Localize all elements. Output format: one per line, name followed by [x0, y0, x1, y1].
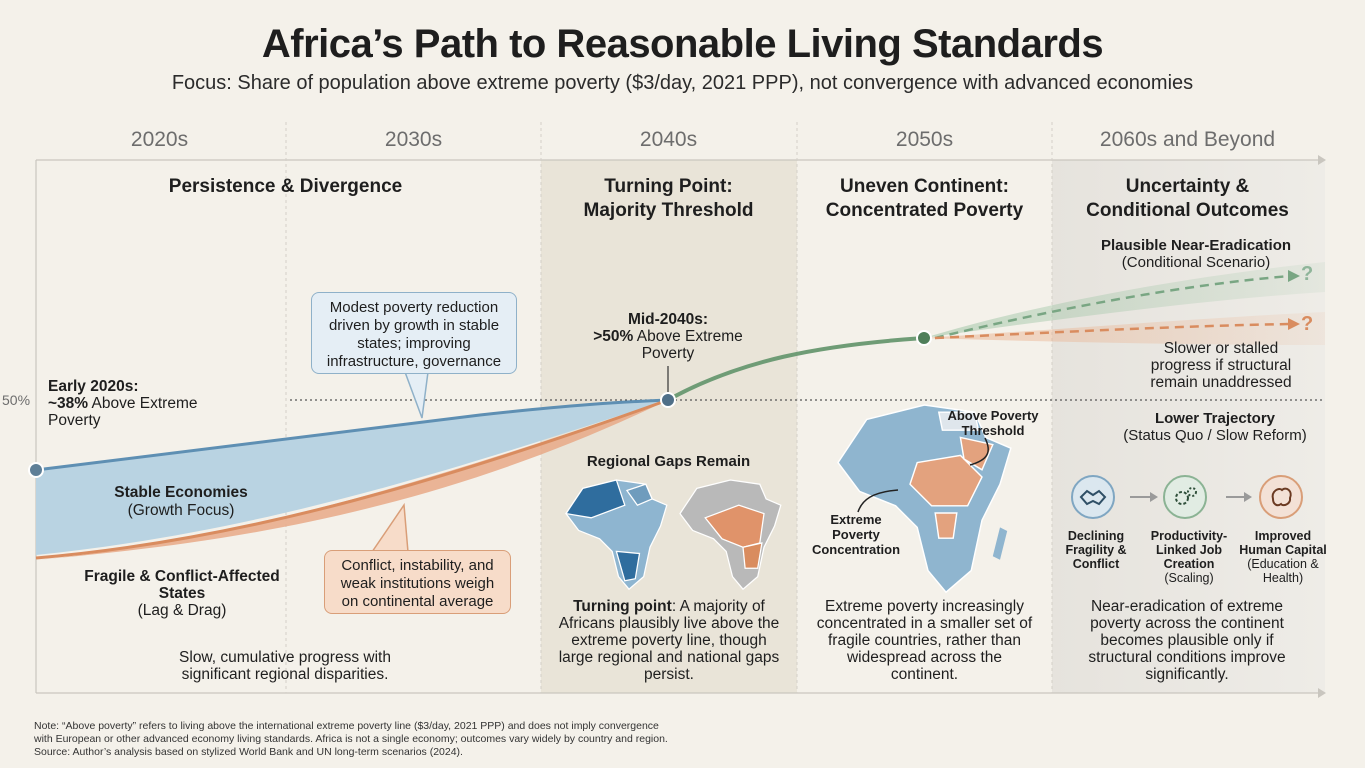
fragile-states-label: Fragile & Conflict-Affected States (Lag &… [84, 568, 280, 619]
fragile-line [35, 398, 669, 560]
brain-icon [1259, 475, 1303, 519]
mid-annotation: Mid-2040s: >50% Above Extreme Poverty [593, 311, 743, 362]
phase-title-persistence: Persistence & Divergence [168, 176, 403, 197]
handshake-icon [1071, 475, 1115, 519]
phase-summary-persistence: Slow, cumulative progress with significa… [179, 649, 391, 683]
stalled-fan [924, 312, 1325, 345]
callout-stable-growth: Modest poverty reduction driven by growt… [311, 292, 517, 374]
stable-area [36, 400, 668, 555]
eradication-fan [924, 262, 1325, 338]
bottom-axis-arrow [1318, 688, 1326, 698]
phase-summary-uncertainty: Near-eradication of extreme poverty acro… [1088, 598, 1286, 683]
eradication-question-mark: ? [1301, 263, 1314, 285]
africa-map-orange [679, 479, 782, 591]
band-2060s [1052, 160, 1325, 693]
page-title: Africa’s Path to Reasonable Living Stand… [261, 22, 1104, 66]
callout-orange-pointer [370, 502, 409, 553]
callout-blue-pointer [403, 371, 429, 419]
decade-2040s: 2040s [639, 128, 698, 151]
condition-jobs: Productivity-Linked Job Creation (Scaling… [1150, 529, 1228, 585]
eradication-arrow [1288, 270, 1300, 282]
condition-arrow-head [1244, 492, 1252, 502]
stable-economies-label: Stable Economies (Growth Focus) [114, 484, 248, 519]
phase-title-uneven: Uneven Continent: Concentrated Poverty [825, 176, 1024, 221]
green-point [916, 330, 932, 346]
decade-2050s: 2050s [895, 128, 954, 151]
eradication-dashed-line [934, 274, 1291, 340]
start-point [28, 462, 44, 478]
page-subtitle: Focus: Share of population above extreme… [171, 72, 1194, 94]
decade-2030s: 2030s [384, 128, 443, 151]
condition-human-capital: Improved Human Capital (Education & Healt… [1239, 529, 1327, 585]
stable-line [35, 398, 669, 472]
phase-summary-uneven: Extreme poverty increasingly concentrate… [816, 598, 1033, 683]
phase-summary-turning-point: Turning point: A majority of Africans pl… [558, 598, 780, 683]
top-axis-arrow [1318, 155, 1326, 165]
decade-2020s: 2020s [130, 128, 189, 151]
callout-conflict-drag: Conflict, instability, and weak institut… [324, 550, 511, 614]
map-leader-extreme [857, 489, 899, 513]
threshold-label: 50% [2, 392, 31, 408]
regional-gaps-title: Regional Gaps Remain [586, 453, 751, 470]
map-label-above-poverty: Above Poverty Threshold [947, 408, 1039, 438]
main-progress-line [667, 336, 925, 402]
start-annotation: Early 2020s: ~38% Above Extreme Poverty [48, 378, 198, 429]
stalled-dashed-line [934, 322, 1291, 340]
africa-map-blue [564, 479, 668, 591]
lower-trajectory-label: Lower Trajectory (Status Quo / Slow Refor… [1123, 410, 1307, 444]
map-leader-above [969, 437, 989, 466]
stalled-scenario-label: Slower or stalled progress if structural… [1150, 340, 1292, 391]
upper-scenario-label: Plausible Near-Eradication (Conditional S… [1100, 237, 1292, 271]
map-label-extreme-poverty: Extreme Poverty Concentration [811, 512, 901, 557]
mid-point [660, 392, 676, 408]
condition-arrow-head [1150, 492, 1158, 502]
phase-title-turning-point: Turning Point: Majority Threshold [583, 176, 754, 221]
phase-title-uncertainty: Uncertainty & Conditional Outcomes [1086, 176, 1289, 221]
condition-fragility: Declining Fragility & Conflict [1065, 529, 1127, 571]
africa-map-2050s [837, 404, 1012, 594]
stalled-arrow [1288, 318, 1300, 330]
gears-icon [1163, 475, 1207, 519]
stalled-question-mark: ? [1301, 313, 1314, 335]
footer-note: Note: “Above poverty” refers to living a… [34, 720, 668, 758]
decade-2060s: 2060s and Beyond [1099, 128, 1276, 151]
